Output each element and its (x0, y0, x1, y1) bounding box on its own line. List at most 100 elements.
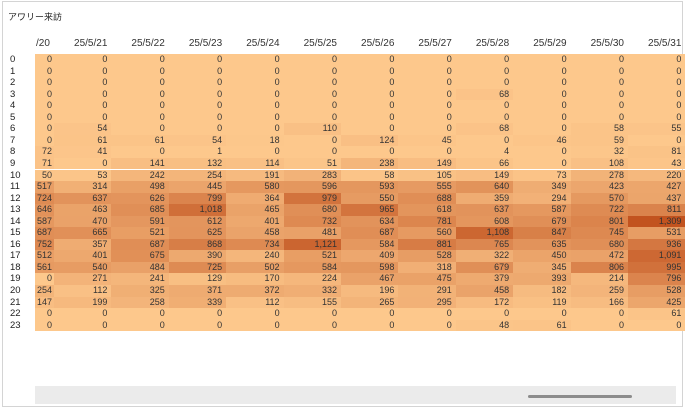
heatmap-cell[interactable]: 124 (341, 134, 399, 147)
heatmap-cell[interactable]: 0 (168, 88, 227, 101)
heatmap-cell[interactable]: 0 (570, 65, 628, 78)
heatmap-cell[interactable]: 357 (54, 238, 112, 251)
heatmap-cell[interactable]: 687 (341, 227, 399, 239)
heatmap-cell[interactable]: 685 (111, 204, 169, 216)
heatmap-cell[interactable]: 0 (35, 123, 54, 135)
heatmap-cell[interactable]: 66 (455, 157, 514, 170)
heatmap-cell[interactable]: 0 (628, 54, 686, 66)
heatmap-cell[interactable]: 680 (570, 238, 628, 251)
heatmap-cell[interactable]: 0 (226, 308, 284, 320)
heatmap-cell[interactable]: 0 (341, 123, 399, 135)
heatmap-cell[interactable]: 799 (168, 192, 227, 205)
heatmap-cell[interactable]: 68 (455, 123, 514, 135)
heatmap-cell[interactable]: 0 (111, 111, 169, 124)
heatmap-cell[interactable]: 364 (226, 192, 284, 205)
heatmap-cell[interactable]: 591 (111, 215, 169, 228)
heatmap-cell[interactable]: 0 (54, 111, 112, 124)
heatmap-cell[interactable]: 345 (513, 261, 571, 274)
heatmap-cell[interactable]: 254 (168, 169, 227, 182)
heatmap-cell[interactable]: 0 (226, 146, 284, 158)
heatmap-cell[interactable]: 995 (628, 261, 686, 274)
heatmap-cell[interactable]: 0 (54, 100, 112, 112)
heatmap-cell[interactable]: 43 (628, 157, 686, 170)
heatmap-cell[interactable]: 0 (226, 100, 284, 112)
heatmap-cell[interactable]: 0 (54, 54, 112, 66)
heatmap-cell[interactable]: 470 (54, 215, 112, 228)
heatmap-cell[interactable]: 59 (570, 134, 628, 147)
heatmap-cell[interactable]: 445 (168, 181, 227, 193)
heatmap-cell[interactable]: 294 (513, 192, 571, 205)
heatmap-cell[interactable]: 339 (168, 296, 227, 309)
heatmap-cell[interactable]: 465 (226, 204, 284, 216)
heatmap-cell[interactable]: 242 (111, 169, 169, 182)
heatmap-cell[interactable]: 166 (570, 296, 628, 309)
heatmap-cell[interactable]: 51 (283, 157, 341, 170)
heatmap-cell[interactable]: 679 (455, 261, 514, 274)
heatmap-cell[interactable]: 72 (35, 146, 54, 158)
heatmap-cell[interactable]: 0 (570, 308, 628, 320)
heatmap-cell[interactable]: 240 (226, 250, 284, 262)
heatmap-cell[interactable]: 0 (570, 88, 628, 101)
heatmap-cell[interactable]: 0 (35, 273, 54, 285)
heatmap-cell[interactable]: 0 (570, 54, 628, 66)
heatmap-cell[interactable]: 68 (455, 88, 514, 101)
heatmap-cell[interactable]: 587 (513, 204, 571, 216)
heatmap-cell[interactable]: 0 (341, 146, 399, 158)
heatmap-cell[interactable]: 612 (168, 215, 227, 228)
heatmap-cell[interactable]: 587 (35, 215, 54, 228)
heatmap-cell[interactable]: 0 (455, 54, 514, 66)
heatmap-cell[interactable]: 0 (398, 65, 456, 78)
heatmap-cell[interactable]: 147 (35, 296, 54, 309)
heatmap-cell[interactable]: 555 (398, 181, 456, 193)
heatmap-cell[interactable]: 238 (341, 157, 399, 170)
heatmap-cell[interactable]: 170 (226, 273, 284, 285)
heatmap-cell[interactable]: 423 (570, 181, 628, 193)
heatmap-cell[interactable]: 0 (226, 123, 284, 135)
heatmap-cell[interactable]: 528 (628, 285, 686, 297)
heatmap-cell[interactable]: 0 (111, 88, 169, 101)
heatmap-cell[interactable]: 0 (398, 123, 456, 135)
horizontal-scrollbar-thumb[interactable] (528, 395, 632, 398)
heatmap-cell[interactable]: 0 (398, 308, 456, 320)
heatmap-cell[interactable]: 561 (35, 261, 54, 274)
heatmap-cell[interactable]: 811 (628, 204, 686, 216)
heatmap-cell[interactable]: 0 (168, 319, 227, 332)
heatmap-cell[interactable]: 0 (513, 146, 571, 158)
heatmap-cell[interactable]: 73 (513, 169, 571, 182)
heatmap-cell[interactable]: 680 (283, 204, 341, 216)
heatmap-cell[interactable]: 41 (54, 146, 112, 158)
heatmap-cell[interactable]: 0 (226, 319, 284, 332)
heatmap-cell[interactable]: 458 (226, 227, 284, 239)
heatmap-cell[interactable]: 0 (455, 111, 514, 124)
heatmap-cell[interactable]: 0 (513, 88, 571, 101)
heatmap-cell[interactable]: 463 (54, 204, 112, 216)
heatmap-cell[interactable]: 0 (283, 77, 341, 89)
heatmap-cell[interactable]: 0 (35, 65, 54, 78)
heatmap-cell[interactable]: 0 (628, 319, 686, 332)
heatmap-cell[interactable]: 745 (570, 227, 628, 239)
heatmap-cell[interactable]: 119 (513, 296, 571, 309)
heatmap-cell[interactable]: 0 (398, 88, 456, 101)
heatmap-cell[interactable]: 0 (628, 77, 686, 89)
heatmap-cell[interactable]: 626 (111, 192, 169, 205)
heatmap-cell[interactable]: 1,108 (455, 227, 514, 239)
heatmap-cell[interactable]: 0 (168, 123, 227, 135)
heatmap-cell[interactable]: 665 (54, 227, 112, 239)
heatmap-cell[interactable]: 0 (35, 319, 54, 332)
heatmap-cell[interactable]: 0 (35, 308, 54, 320)
heatmap-cell[interactable]: 0 (513, 77, 571, 89)
heatmap-cell[interactable]: 0 (398, 146, 456, 158)
heatmap-cell[interactable]: 0 (283, 319, 341, 332)
heatmap-cell[interactable]: 0 (628, 111, 686, 124)
heatmap-cell[interactable]: 765 (455, 238, 514, 251)
heatmap-cell[interactable]: 0 (35, 77, 54, 89)
heatmap-cell[interactable]: 437 (628, 192, 686, 205)
heatmap-cell[interactable]: 0 (398, 77, 456, 89)
heatmap-cell[interactable]: 199 (54, 296, 112, 309)
heatmap-cell[interactable]: 0 (513, 123, 571, 135)
heatmap-cell[interactable]: 149 (455, 169, 514, 182)
heatmap-cell[interactable]: 965 (341, 204, 399, 216)
heatmap-cell[interactable]: 722 (570, 204, 628, 216)
heatmap-cell[interactable]: 0 (455, 134, 514, 147)
heatmap-cell[interactable]: 593 (341, 181, 399, 193)
